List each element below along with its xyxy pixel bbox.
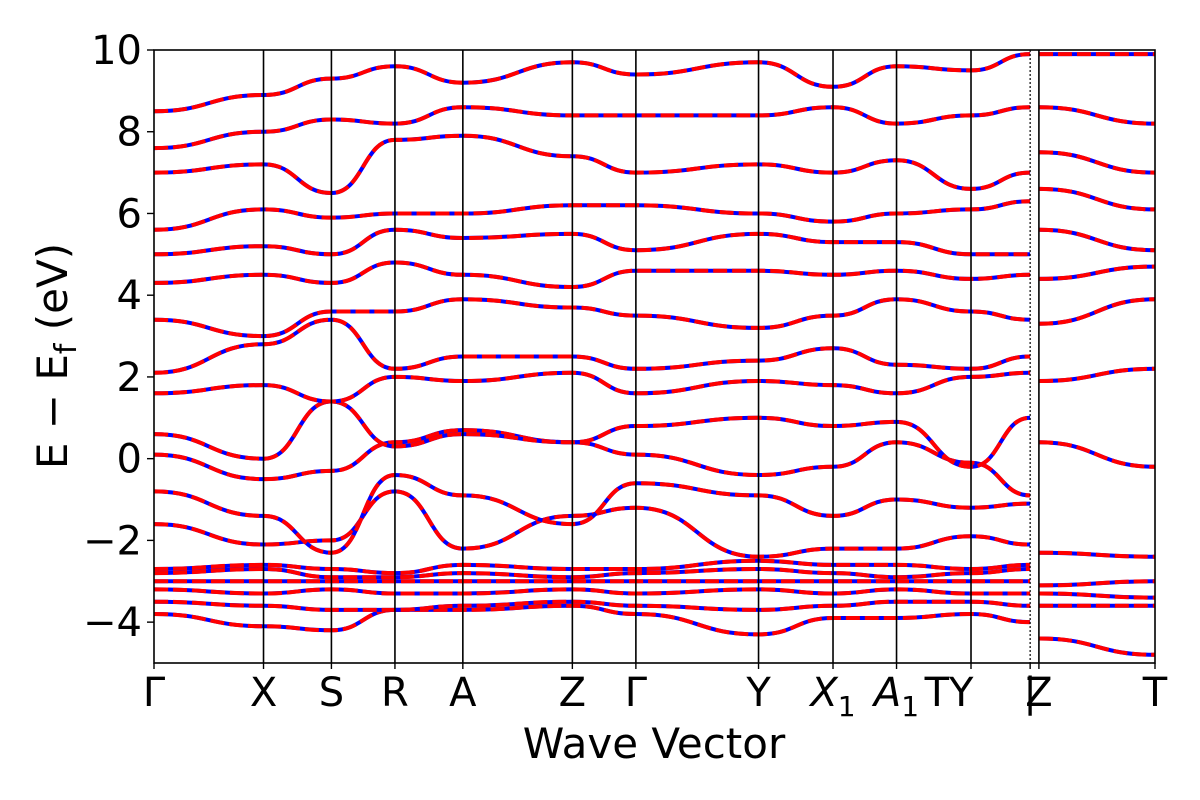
- x-tick-label: Γ: [625, 670, 648, 716]
- band-line-overlay: [154, 317, 1031, 375]
- band-line-overlay: [1038, 227, 1155, 253]
- x-tick-label-main: T: [1142, 670, 1168, 716]
- band-line-overlay: [154, 227, 1031, 257]
- y-tick-label: 2: [117, 355, 142, 401]
- y-axis-title: E − Ef (eV): [28, 243, 84, 469]
- band-line-reference: [154, 133, 1031, 196]
- x-tick-label: Z: [559, 670, 586, 716]
- band-line-overlay: [154, 133, 1031, 196]
- x-tick-label-main: |: [1023, 670, 1036, 716]
- y-tick-label: 0: [117, 437, 142, 483]
- x-tick-label: A1: [871, 670, 919, 723]
- band-line-reference: [154, 399, 1031, 469]
- band-line-overlay: [154, 603, 1031, 637]
- y-ticks: −4 −2 0 2 4 6 8 10: [83, 28, 154, 646]
- x-tick-label-main: X: [250, 670, 277, 716]
- band-line-overlay: [1038, 366, 1155, 383]
- band-line-overlay: [154, 52, 1031, 114]
- x-tick-label: Y: [745, 670, 771, 716]
- band-line-overlay: [154, 472, 1031, 555]
- x-tick-label: TY: [924, 670, 974, 716]
- band-line-overlay: [1038, 440, 1155, 469]
- x-ticks: Γ X S R A Z Γ Y X1 A1 TY |Z T: [143, 663, 1168, 723]
- y-tick-label: 10: [91, 28, 142, 74]
- band-line-overlay: [154, 297, 1031, 339]
- x-tick-label: S: [319, 670, 344, 716]
- x-tick-label-main: R: [381, 670, 409, 716]
- y-tick-label: −2: [83, 518, 142, 564]
- x-tick-label-main: Z: [559, 670, 586, 716]
- y-axis-title-spacer: [28, 330, 77, 343]
- band-line-overlay: [1038, 550, 1155, 559]
- y-tick-label: 8: [117, 110, 142, 156]
- band-line-overlay: [154, 370, 1031, 404]
- high-symmetry-lines: [262, 50, 1040, 663]
- band-line-overlay: [154, 428, 1031, 498]
- bands-layer: [154, 52, 1155, 657]
- x-tick-label: X: [250, 670, 277, 716]
- x-tick-label-main: Γ: [625, 670, 648, 716]
- band-line-overlay: [154, 105, 1031, 151]
- x-tick-label-main: S: [319, 670, 344, 716]
- x-tick-label: |: [1023, 670, 1036, 716]
- band-line-reference: [154, 227, 1031, 257]
- band-line-overlay: [154, 199, 1031, 232]
- x-tick-label-main: TY: [924, 670, 974, 716]
- y-tick-label: 4: [117, 273, 142, 319]
- band-line-overlay: [1038, 105, 1155, 126]
- plot-frame: [153, 49, 1156, 664]
- y-axis-title-sub: f: [49, 342, 84, 354]
- band-line-reference: [154, 603, 1031, 637]
- x-tick-label-main: A: [871, 670, 901, 716]
- x-tick-label: T: [1142, 670, 1168, 716]
- x-tick-label-sub: 1: [901, 690, 919, 723]
- x-tick-label-sub: 1: [838, 690, 856, 723]
- band-line-overlay: [1038, 579, 1155, 588]
- band-line-overlay: [1038, 297, 1155, 326]
- x-tick-label: X1: [808, 670, 855, 723]
- x-tick-label-main: Y: [745, 670, 771, 716]
- x-tick-label: A: [449, 670, 477, 716]
- x-tick-label-main: Z: [1025, 670, 1052, 716]
- x-tick-label-main: Γ: [143, 670, 166, 716]
- x-tick-label: R: [381, 670, 409, 716]
- band-line-overlay: [1038, 591, 1155, 600]
- y-tick-label: 6: [117, 191, 142, 237]
- y-axis-title-unit: (eV): [28, 243, 77, 330]
- y-tick-label: −4: [83, 600, 142, 646]
- band-line-overlay: [1038, 636, 1155, 657]
- x-tick-label: Z: [1025, 670, 1052, 716]
- y-axis-title-main: E − E: [28, 354, 77, 469]
- x-tick-label-main: X: [808, 670, 839, 716]
- x-tick-label-main: A: [449, 670, 477, 716]
- band-line-overlay: [1038, 150, 1155, 175]
- band-line-overlay: [1038, 264, 1155, 281]
- band-line-overlay: [1038, 186, 1155, 212]
- band-line-overlay: [154, 399, 1031, 469]
- x-axis-title: Wave Vector: [523, 719, 786, 768]
- x-tick-label: Γ: [143, 670, 166, 716]
